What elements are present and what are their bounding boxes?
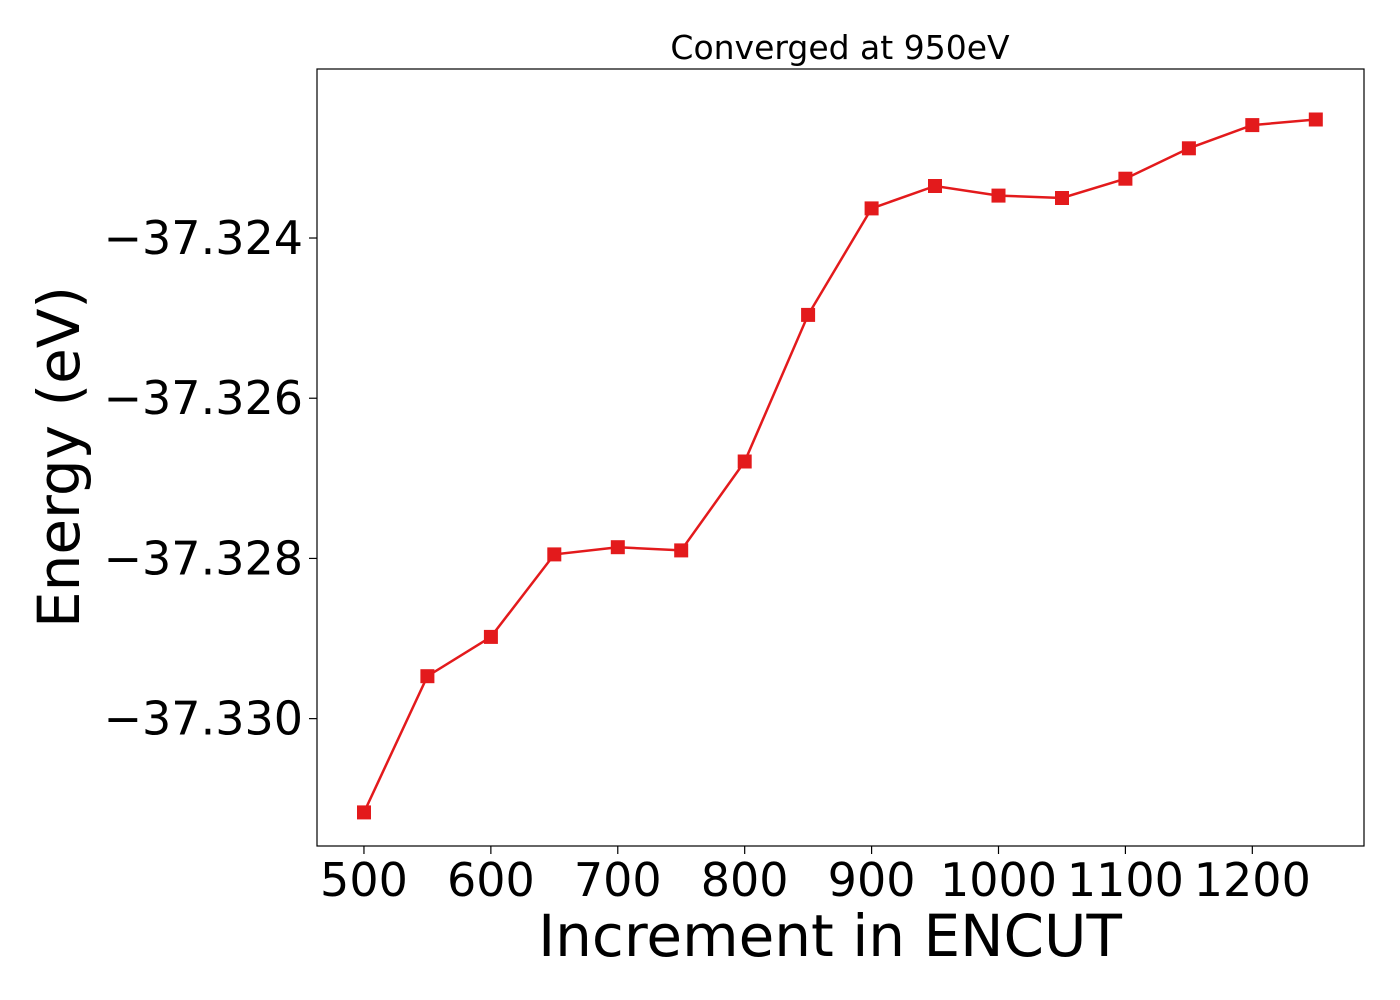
y-axis-label: Energy (eV) (25, 286, 93, 628)
x-tick-label: 900 (828, 853, 916, 907)
chart-title: Converged at 950eV (670, 28, 1010, 67)
plot-area-frame (316, 68, 1365, 847)
series-layer (357, 112, 1323, 820)
y-tick-label: −37.328 (104, 531, 304, 585)
data-point (1118, 171, 1133, 186)
x-tick-label: 500 (320, 853, 408, 907)
y-tick-label: −37.324 (104, 211, 304, 265)
x-axis-label: Increment in ENCUT (538, 902, 1122, 970)
y-axis: −37.324 −37.326 −37.328 −37.330 (104, 211, 317, 746)
x-tick-label: 1000 (940, 853, 1057, 907)
data-point (928, 179, 942, 193)
data-point (674, 543, 689, 558)
data-point (801, 307, 816, 322)
data-point (547, 547, 562, 562)
data-point (1308, 112, 1323, 127)
data-point (1181, 141, 1196, 156)
data-point (991, 188, 1006, 203)
y-tick-label: −37.326 (104, 371, 304, 425)
series-line (362, 118, 1316, 813)
x-tick-label: 600 (447, 853, 535, 907)
y-tick-label: −37.330 (104, 692, 304, 746)
data-point (420, 669, 435, 684)
data-point (483, 629, 498, 644)
data-point (357, 805, 371, 820)
data-point (1245, 118, 1260, 133)
data-point (737, 454, 752, 469)
x-axis: 500 600 700 800 900 1000 1100 1200 (320, 846, 1311, 907)
x-tick-label: 700 (574, 853, 662, 907)
data-point (1055, 191, 1069, 205)
x-tick-label: 800 (701, 853, 789, 907)
data-point (610, 540, 625, 555)
data-point (864, 201, 879, 216)
x-tick-label: 1100 (1067, 853, 1184, 907)
x-tick-label: 1200 (1194, 853, 1311, 907)
